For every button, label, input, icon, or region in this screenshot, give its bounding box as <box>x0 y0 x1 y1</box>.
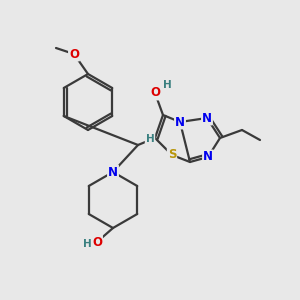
Text: N: N <box>202 112 212 124</box>
Text: O: O <box>92 236 102 248</box>
Text: N: N <box>203 151 213 164</box>
Text: O: O <box>69 47 79 61</box>
Text: H: H <box>163 80 171 90</box>
Text: H: H <box>146 134 154 144</box>
Text: H: H <box>82 239 91 249</box>
Text: N: N <box>108 166 118 178</box>
Text: N: N <box>175 116 185 128</box>
Text: O: O <box>150 86 160 100</box>
Text: S: S <box>168 148 176 161</box>
